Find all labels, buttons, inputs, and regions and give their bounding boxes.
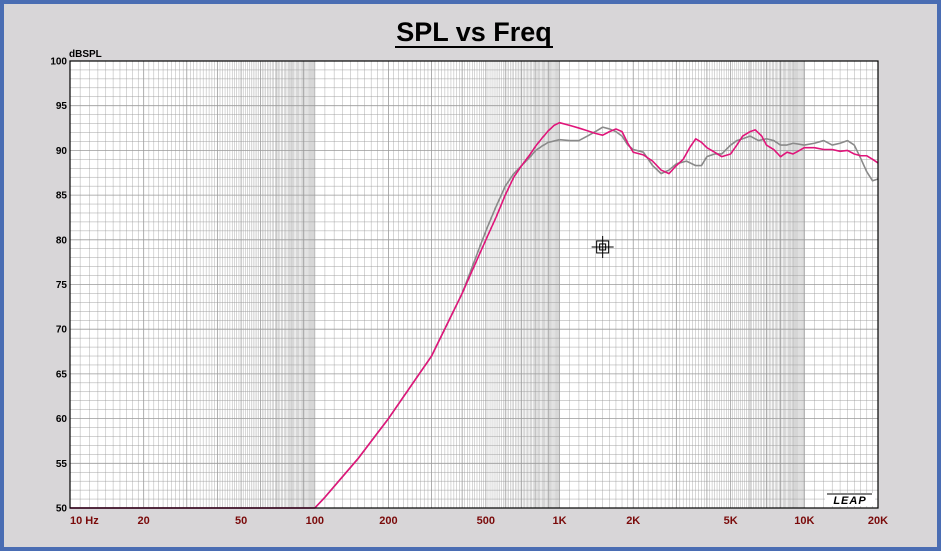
grid xyxy=(70,61,878,508)
spl-chart: SPL vs Freq dBSPL 100 95 90 85 80 75 70 65 60 55 5… xyxy=(50,17,888,527)
x-tick-label: 200 xyxy=(379,515,397,527)
x-tick-label: 50 xyxy=(235,515,247,527)
x-tick-label: 500 xyxy=(477,515,495,527)
x-tick-label: 2K xyxy=(626,515,640,527)
y-tick-label: 80 xyxy=(56,235,68,246)
x-tick-labels: 10 Hz 20 50 100 200 500 1K 2K 5K 10K 20K xyxy=(70,515,888,527)
y-axis-unit-label: dBSPL xyxy=(69,49,102,60)
series-line xyxy=(70,121,879,509)
y-tick-label: 75 xyxy=(56,280,68,291)
x-tick-label: 20 xyxy=(138,515,150,527)
y-tick-label: 70 xyxy=(56,325,68,336)
series-layer xyxy=(70,121,879,509)
x-tick-label: 1K xyxy=(553,515,567,527)
y-tick-label: 90 xyxy=(56,146,68,157)
x-tick-label: 20K xyxy=(868,515,888,527)
x-tick-label: 5K xyxy=(724,515,738,527)
y-tick-label: 65 xyxy=(56,369,68,380)
y-tick-label: 60 xyxy=(56,414,68,425)
plot-border xyxy=(69,60,879,509)
x-tick-label: 10 Hz xyxy=(70,515,99,527)
y-tick-label: 85 xyxy=(56,191,68,202)
leap-logo: LEAP xyxy=(825,493,875,507)
series-line xyxy=(70,126,879,509)
y-tick-label: 95 xyxy=(56,101,68,112)
chart-title: SPL vs Freq xyxy=(396,17,552,47)
y-tick-label: 100 xyxy=(50,57,67,68)
y-tick-label: 55 xyxy=(56,459,68,470)
y-tick-labels: 100 95 90 85 80 75 70 65 60 55 50 xyxy=(50,57,67,515)
crosshair-marker[interactable] xyxy=(591,235,614,258)
x-tick-label: 10K xyxy=(794,515,814,527)
leap-logo-text: LEAP xyxy=(833,495,866,507)
x-tick-label: 100 xyxy=(306,515,324,527)
y-tick-label: 50 xyxy=(56,504,68,515)
